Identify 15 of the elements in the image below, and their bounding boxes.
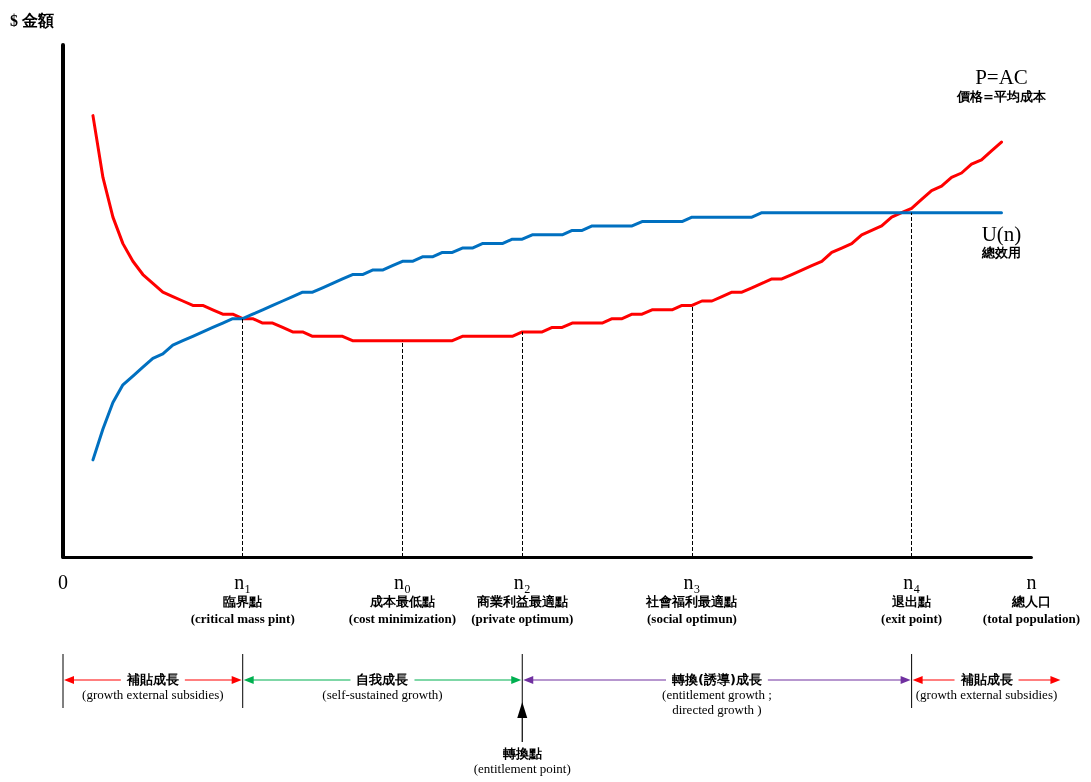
text: 補貼成長 (growth external subsidies) <box>915 671 1058 702</box>
x-tick-label: n₀ 成本最低點 (cost minimization) <box>348 571 457 626</box>
text: 轉換(誘導)成長 (entitlement growth ; directed growth ) <box>662 671 772 717</box>
x-tick-label: n₂ 商業利益最適點 (private optimum) <box>471 571 574 626</box>
text: 補貼成長 (growth external subsidies) <box>82 671 224 702</box>
x-tick-label: n₃ 社會福利最適點 (social optimun) <box>645 571 738 626</box>
x-tick-label: n₄ 退出點 (exit point) <box>881 571 943 626</box>
x-tick-label: n 總人口 (total population) <box>982 571 1080 626</box>
text: $ 金額 <box>10 11 54 30</box>
x-tick-label: 0 <box>58 571 68 593</box>
text: P=AC 價格=平均成本 <box>956 65 1047 104</box>
text: 轉換點 (entitlement point) <box>473 745 571 776</box>
x-tick-label: n₁ 臨界點 (critical mass pint) <box>190 571 295 626</box>
text: 自我成長 (self-sustained growth) <box>322 671 443 702</box>
series-label: U(n) 總效用 <box>980 221 1022 261</box>
